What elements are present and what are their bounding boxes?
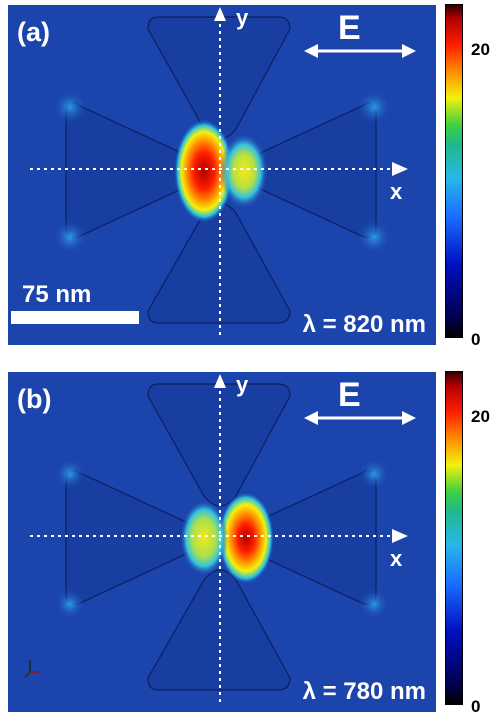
y-axis-label-a: y — [236, 5, 249, 30]
colorbar-b-min: 0 — [471, 697, 481, 716]
colorbar-b — [445, 371, 463, 705]
scale-bar-label: 75 nm — [22, 281, 92, 308]
x-axis-label-b: x — [390, 546, 403, 571]
field-label-b: E — [338, 376, 361, 414]
field-map-panel-a: (a) y x E 75 nm λ = 820 nm — [8, 5, 436, 345]
y-axis-arrowhead — [214, 374, 226, 388]
x-axis-label-a: x — [390, 179, 403, 204]
colorbar-a — [445, 4, 463, 338]
coordinate-glyph — [24, 660, 40, 678]
field-map-b — [8, 372, 436, 712]
field-label-a: E — [338, 9, 361, 47]
scale-bar — [11, 311, 139, 324]
hotspot-right-b — [218, 492, 274, 584]
wavelength-label-b: λ = 780 nm — [302, 678, 426, 705]
colorbar-a-max: 20 — [471, 40, 490, 59]
hotspot-left-b — [180, 500, 228, 576]
field-map-panel-b: (b) y x E λ = 780 nm — [8, 372, 436, 712]
wavelength-label-a: λ = 820 nm — [302, 311, 426, 338]
field-map-a — [8, 5, 436, 345]
colorbar-b-max: 20 — [471, 407, 490, 426]
y-axis-arrowhead — [214, 7, 226, 21]
panel-label-b: (b) — [17, 384, 52, 414]
y-axis-label-b: y — [236, 372, 249, 397]
colorbar-a-min: 0 — [471, 330, 481, 349]
x-axis-arrowhead — [392, 529, 408, 543]
x-axis-arrowhead — [392, 162, 408, 176]
panel-label-a: (a) — [17, 17, 50, 47]
nano-triangle-top — [147, 383, 291, 507]
hotspot-right-a — [220, 133, 268, 209]
